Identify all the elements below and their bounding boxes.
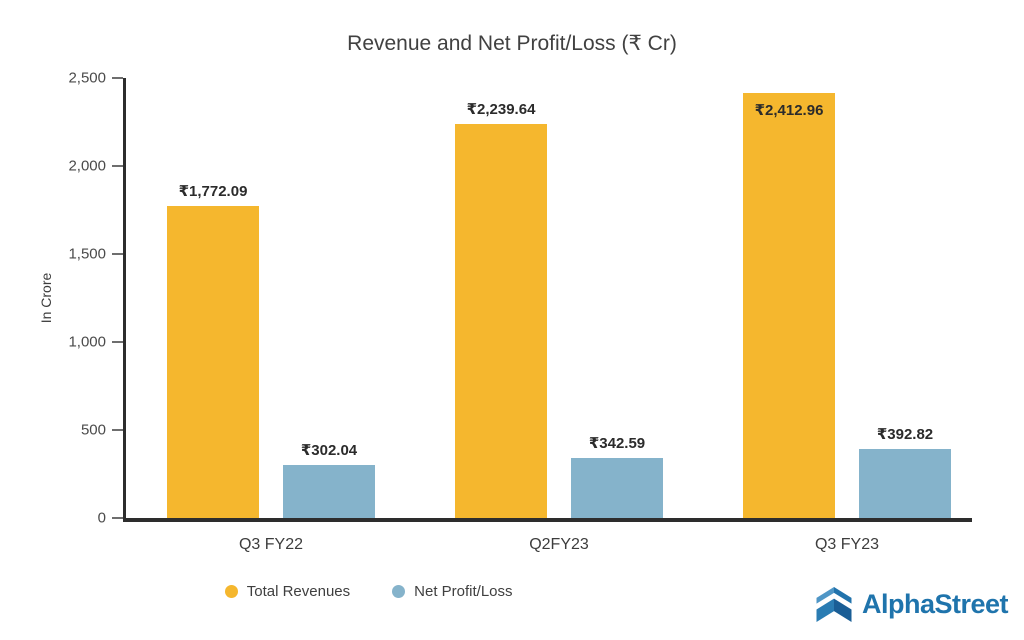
bar-value-label: ₹392.82 bbox=[876, 426, 934, 443]
bar-column: ₹2,239.64 bbox=[455, 102, 547, 518]
bar-total-revenues: ₹1,772.09 bbox=[167, 184, 259, 518]
bar-column: ₹1,772.09 bbox=[167, 184, 259, 518]
bar-column: ₹2,412.96 bbox=[743, 93, 835, 518]
alphastreet-icon bbox=[814, 586, 854, 623]
bar-net-profit-loss: ₹302.04 bbox=[283, 443, 375, 518]
alphastreet-logo: AlphaStreet bbox=[814, 586, 1009, 623]
y-tick-label: 2,500 bbox=[68, 69, 106, 87]
legend-label: Total Revenues bbox=[246, 583, 351, 600]
bar-total-revenues: ₹2,412.96 bbox=[743, 93, 835, 518]
y-tick-label: 2,000 bbox=[68, 157, 106, 175]
legend-item: Net Profit/Loss bbox=[392, 583, 513, 600]
legend: Total Revenues Net Profit/Loss bbox=[0, 583, 737, 600]
bar-value-label: ₹2,239.64 bbox=[466, 101, 536, 118]
category-label: Q2FY23 bbox=[529, 536, 589, 553]
bar-column: ₹342.59 bbox=[571, 436, 663, 518]
y-tick-label: 500 bbox=[80, 421, 106, 439]
alphastreet-wordmark: AlphaStreet bbox=[861, 589, 1009, 619]
legend-swatch bbox=[224, 585, 238, 598]
bar-total-revenues: ₹2,239.64 bbox=[455, 102, 547, 518]
bar-column: ₹302.04 bbox=[283, 443, 375, 518]
bar-value-label: ₹1,772.09 bbox=[178, 183, 248, 200]
bar-net-profit-loss: ₹392.82 bbox=[859, 427, 951, 518]
bar-group: ₹2,412.96 ₹392.82 Q3 FY23 bbox=[743, 78, 951, 553]
bar-value-label: ₹302.04 bbox=[300, 442, 358, 459]
y-tick-label: 1,500 bbox=[68, 245, 106, 263]
legend-label: Net Profit/Loss bbox=[414, 583, 513, 600]
category-label: Q3 FY22 bbox=[238, 536, 304, 553]
y-tick-mark bbox=[112, 253, 123, 255]
y-tick-mark bbox=[112, 77, 123, 79]
category-label: Q3 FY23 bbox=[814, 536, 880, 553]
legend-item: Total Revenues bbox=[224, 583, 351, 600]
y-axis-label: In Crore bbox=[38, 272, 54, 324]
y-tick-mark bbox=[112, 517, 123, 519]
y-tick-mark bbox=[112, 341, 123, 343]
bar-value-label: ₹2,412.96 bbox=[754, 102, 824, 119]
chart-title: Revenue and Net Profit/Loss (₹ Cr) bbox=[347, 32, 677, 55]
y-tick-mark bbox=[112, 429, 123, 431]
bar-group: ₹1,772.09 ₹302.04 Q3 FY22 bbox=[167, 78, 375, 553]
y-tick-label: 0 bbox=[97, 509, 106, 527]
plot-area: 0 500 1,000 1,500 2,000 2,500 ₹1,772.09 ₹302.0… bbox=[68, 71, 972, 553]
bar-value-label: ₹342.59 bbox=[588, 435, 646, 452]
bar-group: ₹2,239.64 ₹342.59 Q2FY23 bbox=[455, 78, 663, 553]
bar-net-profit-loss: ₹342.59 bbox=[571, 436, 663, 518]
bar-column: ₹392.82 bbox=[859, 427, 951, 518]
legend-swatch bbox=[392, 585, 406, 598]
y-tick-label: 1,000 bbox=[68, 333, 106, 351]
y-tick-mark bbox=[112, 165, 123, 167]
